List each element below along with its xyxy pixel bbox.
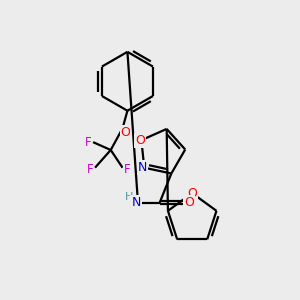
Text: F: F (124, 163, 131, 176)
Text: O: O (136, 134, 145, 147)
Text: O: O (184, 196, 194, 209)
Text: N: N (138, 161, 147, 174)
Text: H: H (125, 192, 133, 202)
Text: O: O (121, 126, 130, 139)
Text: O: O (187, 187, 197, 200)
Text: F: F (85, 136, 92, 148)
Text: F: F (87, 163, 93, 176)
Text: N: N (131, 196, 141, 209)
